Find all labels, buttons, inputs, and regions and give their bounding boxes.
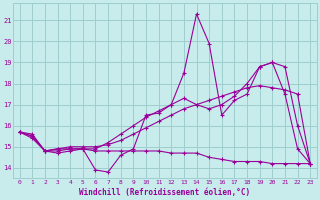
- X-axis label: Windchill (Refroidissement éolien,°C): Windchill (Refroidissement éolien,°C): [79, 188, 251, 197]
